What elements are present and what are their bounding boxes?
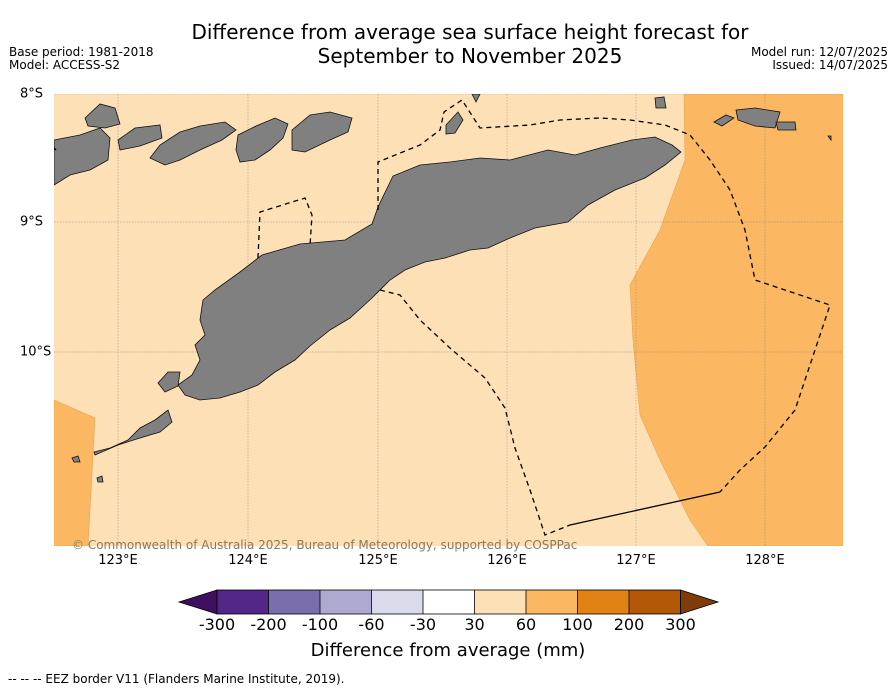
colorbar-tick-label: 100 xyxy=(562,615,593,634)
ocean-60-100-region-west xyxy=(54,399,96,546)
chart-title: Difference from average sea surface heig… xyxy=(150,20,790,68)
ocean-60-100-region-east xyxy=(629,94,843,546)
atauro-island xyxy=(445,111,464,135)
pantar-island xyxy=(149,121,237,166)
eez-border-oecusse xyxy=(257,197,313,259)
issued-date: Issued: 14/07/2025 xyxy=(772,58,888,72)
flores-east xyxy=(54,127,111,186)
title-line-2: September to November 2025 xyxy=(317,44,623,68)
colorbar-bin-4 xyxy=(371,590,423,614)
timor-island xyxy=(177,136,682,401)
colorbar-tick-label: 300 xyxy=(665,615,696,634)
savu-small-island xyxy=(71,455,81,463)
eez-border-solid-segment xyxy=(569,491,721,526)
lat-label-8s: 8°S xyxy=(20,86,44,102)
colorbar-tick-label: -30 xyxy=(409,615,437,634)
colorbar-tick-label: -100 xyxy=(301,615,339,634)
colorbar-tick-label: 200 xyxy=(613,615,645,634)
colorbar-bin-7 xyxy=(526,590,578,614)
lembata-island xyxy=(117,124,163,151)
colorbar-title: Difference from average (mm) xyxy=(310,640,586,661)
lon-label-126e: 126°E xyxy=(487,553,527,568)
eez-border-west xyxy=(54,147,57,151)
rote-island xyxy=(93,409,173,456)
land-masses xyxy=(54,94,832,483)
lakor-island xyxy=(775,121,797,131)
lon-label-123e: 123°E xyxy=(98,553,138,568)
model-run: Model run: 12/07/2025 xyxy=(750,45,888,59)
colorbar-bin-5 xyxy=(423,590,475,614)
colorbar xyxy=(177,589,720,615)
colorbar-bin-6 xyxy=(474,590,526,614)
small-island-north xyxy=(471,94,481,103)
ndao-island xyxy=(96,475,104,483)
map-area xyxy=(54,94,843,546)
colorbar-bin-2 xyxy=(268,590,320,614)
small-island-east xyxy=(827,135,832,142)
model-name: Model: ACCESS-S2 xyxy=(9,58,121,72)
colorbar-tick-label: 30 xyxy=(464,615,485,634)
meta-right: Model run: 12/07/2025 Issued: 14/07/2025 xyxy=(751,46,888,72)
colorbar-tick-label: -60 xyxy=(358,615,385,634)
moa-island xyxy=(735,107,781,129)
base-period: Base period: 1981-2018 xyxy=(9,45,154,59)
alor-island xyxy=(235,117,289,163)
eez-border xyxy=(54,99,831,536)
leti-island xyxy=(713,114,735,127)
copyright-notice: © Commonwealth of Australia 2025, Bureau… xyxy=(72,538,578,552)
colorbar-bin-9 xyxy=(629,590,681,614)
wetar-island xyxy=(291,111,353,153)
lon-label-125e: 125°E xyxy=(358,553,398,568)
lon-label-124e: 124°E xyxy=(228,553,268,568)
colorbar-bin-3 xyxy=(320,590,372,614)
eez-footnote: -- -- -- EEZ border V11 (Flanders Marine… xyxy=(8,672,345,686)
adonara-island xyxy=(84,103,121,129)
kisar-island xyxy=(654,96,667,109)
colorbar-bin-8 xyxy=(577,590,629,614)
colorbar-outline xyxy=(216,589,681,615)
eez-border-timor-leste-north xyxy=(377,99,831,493)
title-line-1: Difference from average sea surface heig… xyxy=(191,20,749,44)
colorbar-tick-label: -300 xyxy=(198,615,236,634)
meta-left: Base period: 1981-2018 Model: ACCESS-S2 xyxy=(9,46,154,72)
lon-label-127e: 127°E xyxy=(616,553,656,568)
colorbar-bin-1 xyxy=(217,590,269,614)
lat-label-9s: 9°S xyxy=(20,214,44,230)
semau-island xyxy=(157,371,181,393)
lat-label-10s: 10°S xyxy=(20,344,52,360)
colorbar-extend-low xyxy=(177,589,218,615)
eez-border-timor-leste-south xyxy=(379,289,571,536)
lon-label-128e: 128°E xyxy=(745,553,785,568)
colorbar-tick-label: -200 xyxy=(250,615,287,634)
colorbar-extend-high xyxy=(680,589,720,615)
colorbar-tick-label: 60 xyxy=(515,615,537,634)
